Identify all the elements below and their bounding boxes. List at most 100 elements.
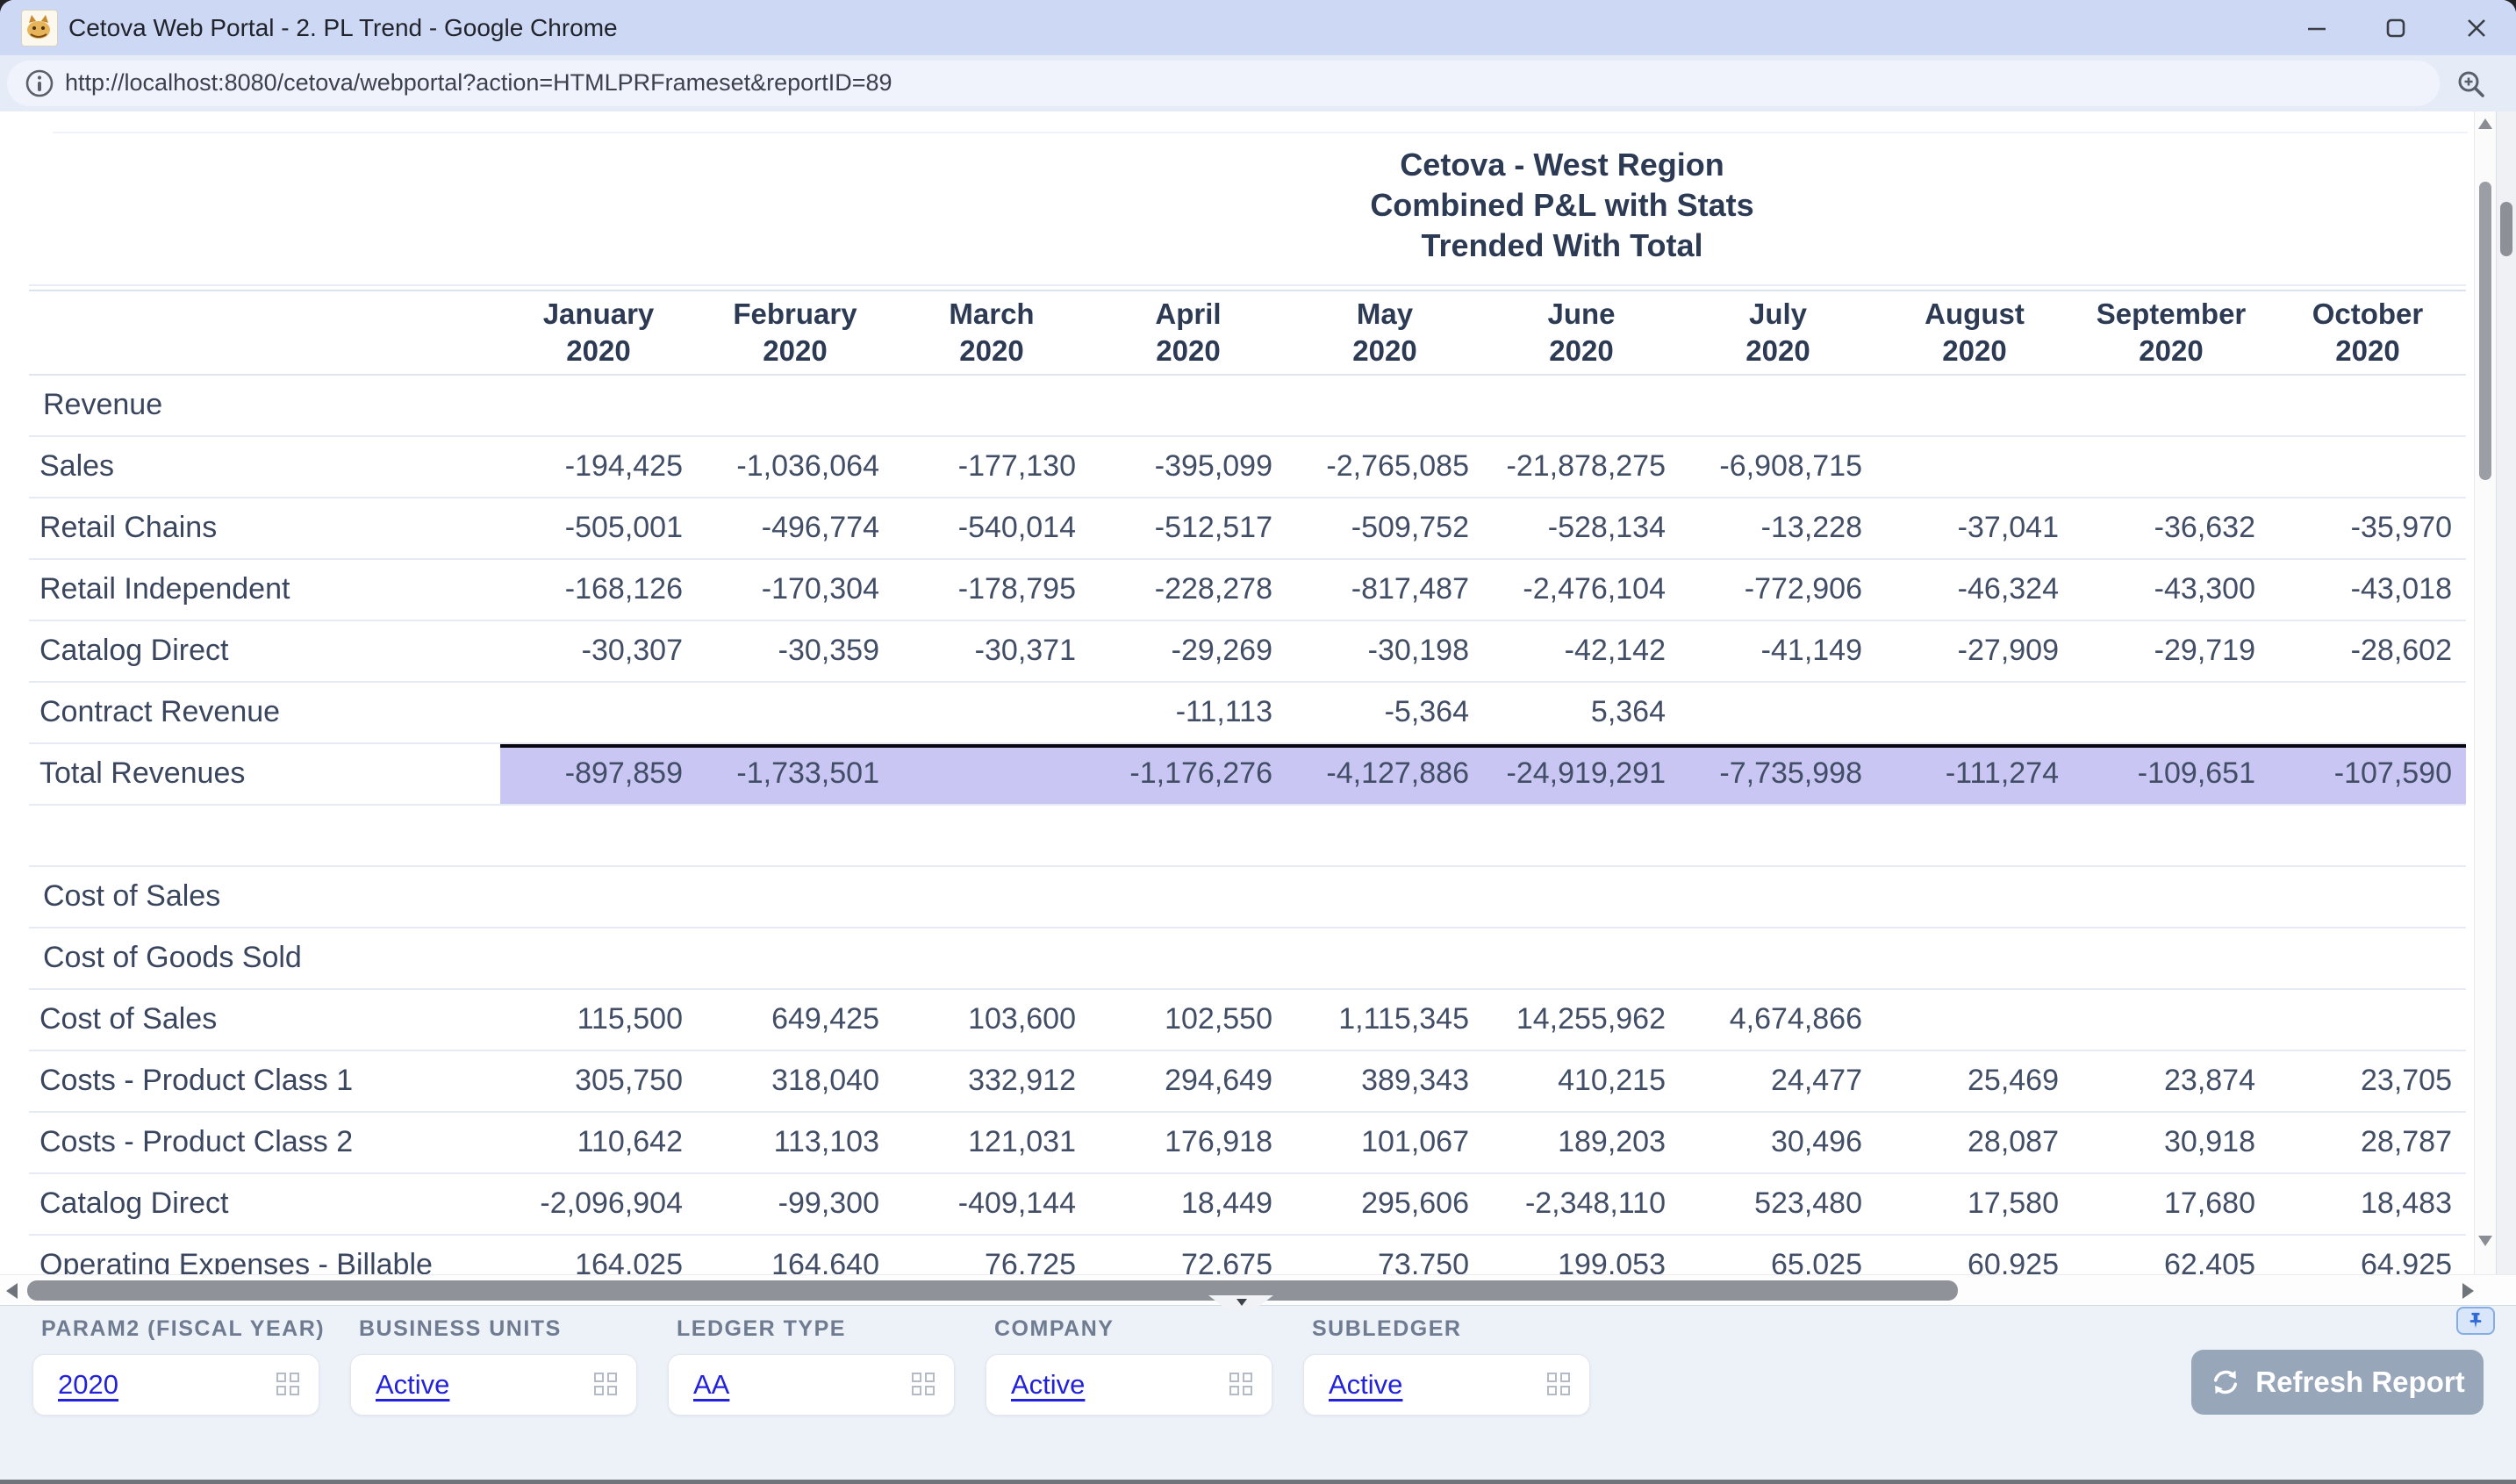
table-cell: -4,127,886 <box>1287 744 1483 804</box>
minimize-button[interactable] <box>2297 9 2336 47</box>
browser-scrollbar[interactable] <box>2496 111 2516 1484</box>
scroll-up-icon[interactable] <box>2478 118 2492 129</box>
table-cell <box>893 683 1090 742</box>
scroll-right-icon[interactable] <box>2462 1283 2474 1299</box>
table-cell <box>2073 806 2269 865</box>
table-cell <box>893 376 1090 435</box>
vertical-scrollbar[interactable] <box>2474 111 2496 1274</box>
param-value-link[interactable]: Active <box>1329 1369 1403 1400</box>
pin-panel-button[interactable] <box>2456 1307 2495 1335</box>
table-body: Revenue Sales -194,425 -1,036,064 -177,130 -3… <box>29 376 2466 1274</box>
table-cell: 164,640 <box>771 1248 879 1274</box>
param-value-link[interactable]: 2020 <box>58 1369 118 1400</box>
url-text[interactable]: http://localhost:8080/cetova/webportal?a… <box>65 69 892 96</box>
table-cell: 121,031 <box>968 1125 1076 1158</box>
grid-picker-icon[interactable] <box>912 1373 935 1395</box>
grid-picker-icon[interactable] <box>276 1373 299 1395</box>
param-value-link[interactable]: Active <box>376 1369 450 1400</box>
row-label: Costs - Product Class 2 <box>29 1113 500 1172</box>
table-cell: 64,925 <box>2361 1248 2452 1274</box>
table-cell <box>2073 867 2269 927</box>
row-label: Sales <box>29 437 500 497</box>
param-value-link[interactable]: Active <box>1011 1369 1086 1400</box>
table-cell: 65,025 <box>1771 1248 1862 1274</box>
table-cell: -528,134 <box>1547 511 1666 544</box>
table-cell: -170,304 <box>761 572 879 606</box>
table-cell <box>1876 990 2073 1050</box>
maximize-button[interactable] <box>2376 9 2415 47</box>
zoom-in-icon[interactable] <box>2455 68 2487 104</box>
table-cell <box>2073 990 2269 1050</box>
table-cell <box>500 376 697 435</box>
info-icon[interactable] <box>19 63 60 108</box>
scroll-down-icon[interactable] <box>2478 1236 2492 1246</box>
param-box: Active <box>1303 1354 1590 1416</box>
table-cell <box>1876 806 2073 865</box>
table-cell <box>1876 437 2073 497</box>
grid-picker-icon[interactable] <box>1229 1373 1252 1395</box>
table-row: Revenue <box>29 376 2466 435</box>
table-cell <box>2269 990 2466 1050</box>
table-row: Retail Independent -168,126 -170,304 -178,7… <box>29 558 2466 620</box>
table-cell <box>1090 806 1287 865</box>
column-header-month: June <box>1547 298 1616 330</box>
param-label: COMPANY <box>994 1316 1115 1341</box>
horizontal-scrollbar[interactable] <box>0 1274 2516 1306</box>
table-cell: -30,371 <box>974 634 1076 667</box>
table-cell: 305,750 <box>575 1064 683 1097</box>
report-viewport: Cetova - West Region Combined P&L with S… <box>0 111 2516 1274</box>
table-cell: 102,550 <box>1165 1002 1272 1036</box>
table-cell <box>893 806 1090 865</box>
table-row: Costs - Product Class 2 110,642 113,103 121… <box>29 1111 2466 1172</box>
vertical-scrollbar-thumb[interactable] <box>2479 182 2491 480</box>
table-cell: 110,642 <box>577 1125 683 1158</box>
refresh-report-button[interactable]: Refresh Report <box>2191 1350 2484 1415</box>
table-cell: 14,255,962 <box>1516 1002 1666 1036</box>
table-cell: 103,600 <box>968 1002 1076 1036</box>
table-cell <box>2073 376 2269 435</box>
table-cell <box>1680 867 1876 927</box>
param-group: COMPANY Active <box>986 1316 1272 1416</box>
window-bottom-edge <box>0 1480 2516 1484</box>
row-label: Cost of Goods Sold <box>29 928 500 988</box>
table-cell <box>697 683 893 742</box>
table-cell: -178,795 <box>957 572 1076 606</box>
table-cell: 389,343 <box>1361 1064 1469 1097</box>
table-cell <box>500 683 697 742</box>
table-cell <box>1483 806 1680 865</box>
table-cell: -2,096,904 <box>540 1186 683 1220</box>
grid-picker-icon[interactable] <box>594 1373 617 1395</box>
scroll-left-icon[interactable] <box>6 1283 18 1299</box>
param-label: PARAM2 (FISCAL YEAR) <box>41 1316 326 1341</box>
table-cell <box>1483 376 1680 435</box>
param-value-link[interactable]: AA <box>693 1369 730 1400</box>
address-field[interactable] <box>7 61 2440 106</box>
param-label: SUBLEDGER <box>1312 1316 1462 1341</box>
table-cell: -509,752 <box>1351 511 1469 544</box>
refresh-report-label: Refresh Report <box>2255 1366 2465 1398</box>
table-cell: 101,067 <box>1361 1125 1469 1158</box>
column-header-year: 2020 <box>959 334 1024 367</box>
table-cell: 113,103 <box>773 1125 879 1158</box>
table-cell: 17,680 <box>2164 1186 2255 1220</box>
column-header-month: April <box>1155 298 1222 330</box>
table-cell <box>1483 867 1680 927</box>
table-cell: -30,198 <box>1367 634 1469 667</box>
table-cell: -168,126 <box>564 572 683 606</box>
table-cell <box>1876 376 2073 435</box>
parameter-list: PARAM2 (FISCAL YEAR) 2020 BUSINESS UNITS Ac… <box>32 1316 1590 1416</box>
browser-scrollbar-thumb[interactable] <box>2500 202 2512 256</box>
close-button[interactable] <box>2457 9 2496 47</box>
row-label: Revenue <box>29 376 500 435</box>
table-cell <box>2073 437 2269 497</box>
column-header-month: September <box>2096 298 2247 330</box>
table-cell: -27,909 <box>1957 634 2059 667</box>
table-cell: -2,348,110 <box>1524 1186 1666 1220</box>
table-cell: 318,040 <box>771 1064 879 1097</box>
table-cell <box>1876 928 2073 988</box>
column-header-month: October <box>2312 298 2424 330</box>
horizontal-scrollbar-thumb[interactable] <box>27 1280 1958 1301</box>
row-label: Retail Independent <box>29 560 500 620</box>
grid-picker-icon[interactable] <box>1547 1373 1570 1395</box>
collapse-panel-handle[interactable] <box>1208 1295 1273 1309</box>
